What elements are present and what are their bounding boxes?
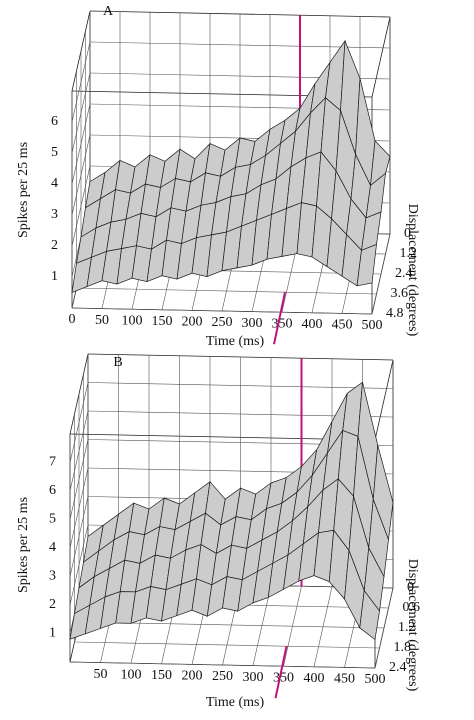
grid-line <box>71 307 373 315</box>
x-tick-label: 500 <box>362 318 383 333</box>
grid-line <box>74 641 380 649</box>
z-tick-label: 2 <box>51 238 58 253</box>
x-tick-label: 450 <box>334 672 355 687</box>
z-tick-label: 6 <box>51 114 58 129</box>
z-axis-label: Spikes per 25 ms <box>16 142 31 238</box>
x-tick-label: 50 <box>94 667 108 682</box>
z-tick-label: 3 <box>51 207 58 222</box>
panel-label: A <box>103 4 114 19</box>
x-tick-label: 150 <box>152 314 173 329</box>
y-axis-label: Displacement (degrees) <box>405 204 420 337</box>
z-tick-label: 7 <box>49 455 56 470</box>
x-axis-label: Time (ms) <box>206 334 265 349</box>
marker-line <box>273 291 286 345</box>
y-tick-label: 1.8 <box>394 640 412 655</box>
y-tick-label: 0.6 <box>403 600 421 615</box>
x-tick-label: 200 <box>182 315 203 330</box>
marker-line <box>274 645 288 699</box>
z-tick-label: 5 <box>49 512 56 527</box>
y-tick-label: 4.8 <box>386 306 404 321</box>
x-tick-label: 400 <box>302 317 323 332</box>
y-tick-label: 2.4 <box>389 660 407 675</box>
x-tick-label: 450 <box>332 318 353 333</box>
x-tick-label: 100 <box>122 313 143 328</box>
x-tick-label: 350 <box>273 670 294 685</box>
x-tick-label: 250 <box>212 669 233 684</box>
z-axis-label: Spikes per 25 ms <box>16 497 31 593</box>
x-tick-label: 200 <box>182 669 203 684</box>
z-tick-label: 1 <box>49 626 56 641</box>
y-tick-label: 0 <box>407 580 414 595</box>
box-edge <box>371 16 391 98</box>
z-tick-label: 1 <box>51 269 58 284</box>
panel-label: B <box>113 355 122 370</box>
x-tick-label: 400 <box>304 671 325 686</box>
grid-line <box>69 661 376 669</box>
x-tick-label: 350 <box>272 316 293 331</box>
y-tick-label: 1.2 <box>398 620 416 635</box>
z-tick-label: 4 <box>51 176 58 191</box>
x-tick-label: 250 <box>212 315 233 330</box>
x-tick-label: 300 <box>243 670 264 685</box>
z-tick-label: 5 <box>51 145 58 160</box>
z-tick-label: 4 <box>49 540 56 555</box>
y-tick-label: 1.2 <box>400 246 418 261</box>
x-axis-label: Time (ms) <box>206 695 265 710</box>
y-tick-label: 2.4 <box>395 266 413 281</box>
grid-line <box>76 287 377 295</box>
x-tick-label: 150 <box>151 668 172 683</box>
z-tick-label: 3 <box>49 569 56 584</box>
x-tick-label: 50 <box>95 313 109 328</box>
box-edge <box>374 359 394 441</box>
x-tick-label: 500 <box>365 672 386 687</box>
x-tick-label: 0 <box>69 312 76 327</box>
y-tick-label: 0 <box>404 226 411 241</box>
x-tick-label: 300 <box>242 316 263 331</box>
surface-cell <box>356 243 377 287</box>
surface-cell <box>359 589 380 641</box>
y-axis-label: Displacement (degrees) <box>405 559 420 692</box>
z-tick-label: 2 <box>49 597 56 612</box>
z-tick-label: 6 <box>49 483 56 498</box>
x-tick-label: 100 <box>121 667 142 682</box>
y-tick-label: 3.6 <box>391 286 409 301</box>
